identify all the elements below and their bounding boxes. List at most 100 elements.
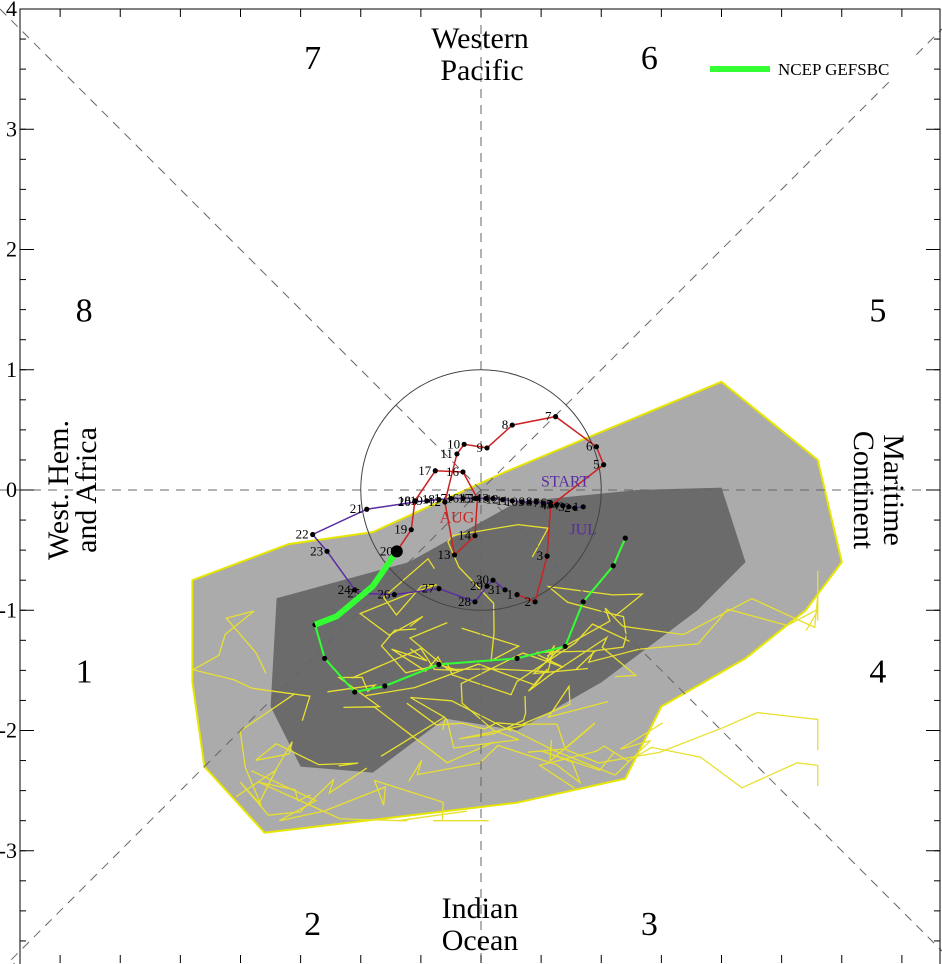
series-point bbox=[461, 441, 467, 447]
series-point bbox=[448, 495, 454, 502]
series-point bbox=[474, 495, 480, 502]
forecast-initial-segment bbox=[314, 549, 400, 628]
series-point bbox=[352, 587, 358, 593]
region-label-maritime-continent: Maritime Continent bbox=[847, 431, 910, 550]
series-point bbox=[484, 583, 490, 589]
series-point bbox=[514, 592, 520, 598]
series-point bbox=[472, 533, 478, 539]
series-point bbox=[408, 527, 414, 533]
ensemble-track bbox=[536, 570, 819, 664]
y-tick-label: 3 bbox=[6, 116, 17, 141]
region-label-top-line2: Pacific bbox=[440, 54, 523, 87]
day-label: 20 bbox=[398, 494, 411, 509]
series-point bbox=[460, 469, 466, 475]
series-point bbox=[540, 500, 547, 506]
y-tick-label: -4 bbox=[0, 958, 17, 964]
region-label-right-line1: Maritime bbox=[877, 434, 910, 546]
day-label: 11 bbox=[440, 446, 453, 461]
series-point bbox=[451, 552, 458, 558]
day-label: 1 bbox=[507, 587, 514, 602]
region-label-bottom-line1: Indian bbox=[442, 892, 519, 925]
ensemble-track bbox=[365, 635, 638, 697]
series-point bbox=[554, 501, 560, 508]
series-point bbox=[432, 468, 438, 474]
spread-inner bbox=[270, 487, 746, 773]
day-label: 14 bbox=[458, 528, 472, 543]
series-point bbox=[490, 577, 496, 583]
ensemble-track bbox=[522, 684, 609, 763]
ensemble-track bbox=[358, 557, 437, 636]
ensemble-track bbox=[527, 711, 819, 764]
day-label: 22 bbox=[296, 526, 309, 541]
series-point bbox=[500, 497, 506, 503]
series-point bbox=[562, 643, 568, 649]
series-point bbox=[572, 505, 578, 511]
guide-lines bbox=[0, 8, 942, 964]
ensemble-track bbox=[351, 647, 459, 679]
plot-frame bbox=[19, 8, 941, 964]
ensemble-track bbox=[408, 621, 588, 675]
series-point bbox=[502, 587, 508, 593]
day-label: 13 bbox=[476, 490, 489, 505]
day-label: 10 bbox=[447, 436, 460, 451]
ensemble-track bbox=[408, 744, 615, 785]
forecast-start-marker bbox=[390, 545, 403, 558]
unit-circle bbox=[360, 369, 602, 611]
day-label: 13 bbox=[438, 547, 451, 562]
y-tick-label: 0 bbox=[6, 477, 17, 502]
series-point bbox=[519, 499, 525, 505]
ensemble-track bbox=[538, 745, 819, 789]
series-point bbox=[552, 414, 559, 420]
month-label: JUL bbox=[569, 521, 597, 538]
region-label-bottom-line2: Ocean bbox=[442, 924, 519, 957]
day-label: 2 bbox=[525, 594, 532, 609]
day-label: 21 bbox=[350, 501, 363, 516]
series-point bbox=[322, 655, 328, 661]
ensemble-track bbox=[235, 741, 359, 803]
series-point bbox=[484, 445, 490, 451]
region-label-right-line2: Continent bbox=[847, 431, 880, 550]
day-label: 27 bbox=[422, 581, 436, 596]
series-point bbox=[483, 495, 489, 502]
day-label: 12 bbox=[428, 494, 441, 509]
series-point bbox=[490, 495, 496, 502]
y-tick-label: -1 bbox=[0, 597, 17, 622]
legend-label-ncep-gefsbc: NCEP GEFSBC bbox=[778, 60, 889, 79]
day-label: 31 bbox=[488, 582, 501, 597]
day-label: 19 bbox=[394, 522, 407, 537]
series-point bbox=[460, 495, 466, 502]
series-point bbox=[622, 535, 628, 541]
phase-label: 1 bbox=[76, 653, 93, 690]
day-label: 26 bbox=[377, 587, 391, 602]
phase-label: 4 bbox=[869, 653, 886, 690]
series-point bbox=[509, 422, 515, 428]
series-point bbox=[533, 499, 539, 505]
ensemble-track bbox=[251, 770, 489, 822]
phase-label: 7 bbox=[304, 40, 321, 77]
day-label: 7 bbox=[545, 409, 552, 424]
legend: NCEP GEFSBC bbox=[702, 56, 928, 82]
day-label: 6 bbox=[586, 439, 593, 454]
series-point bbox=[560, 503, 566, 509]
region-label-indian-ocean: Indian Ocean bbox=[442, 892, 519, 957]
day-label: 20 bbox=[380, 543, 393, 558]
series-point bbox=[391, 592, 398, 598]
ensemble-track bbox=[406, 695, 527, 740]
day-label: 16 bbox=[446, 464, 460, 479]
series-point bbox=[472, 599, 478, 605]
y-tick-label: 1 bbox=[6, 357, 17, 382]
y-tick-label: 2 bbox=[6, 237, 17, 262]
phase-label: 6 bbox=[641, 40, 658, 77]
month-label: START bbox=[541, 473, 590, 490]
phase-label: 3 bbox=[641, 906, 658, 943]
ensemble-track bbox=[546, 585, 645, 670]
day-label: 17 bbox=[418, 463, 432, 478]
series-point bbox=[544, 553, 550, 559]
region-label-left-line1: West. Hem. bbox=[42, 420, 75, 560]
series-point bbox=[509, 498, 515, 504]
series-point bbox=[442, 499, 448, 505]
series-point bbox=[601, 462, 607, 468]
series-line-august bbox=[396, 415, 605, 603]
series-point bbox=[610, 563, 616, 569]
